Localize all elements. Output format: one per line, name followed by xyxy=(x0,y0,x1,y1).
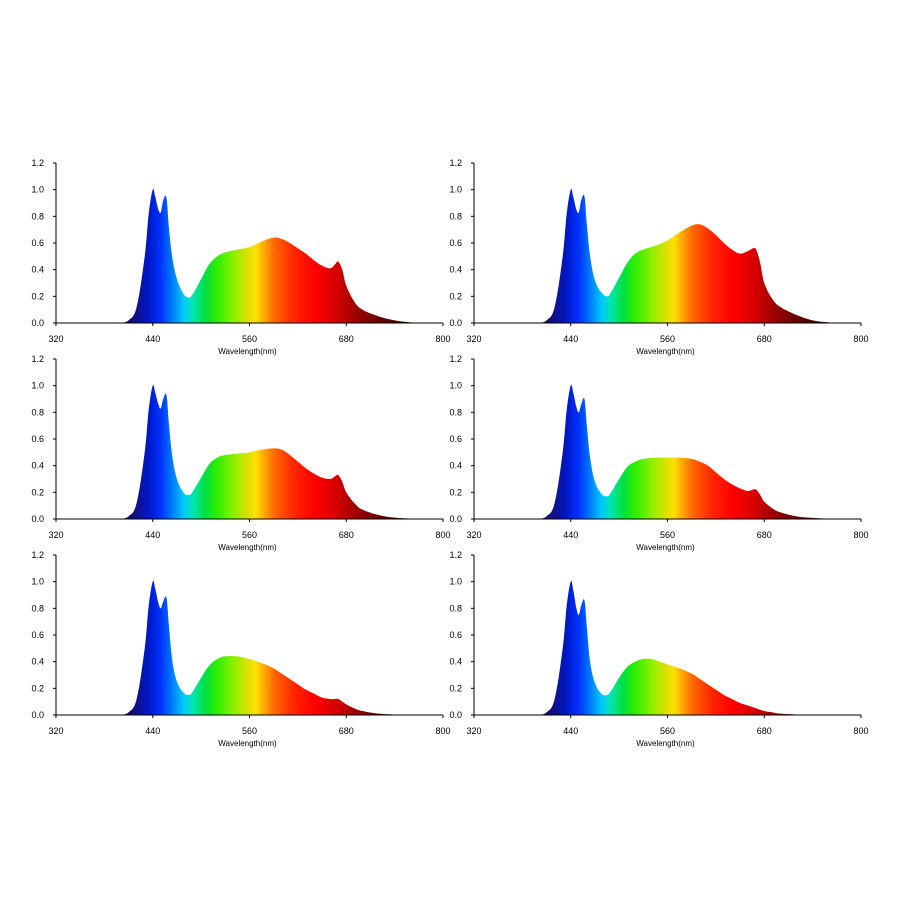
x-tick-label: 440 xyxy=(145,530,160,540)
x-tick-label: 680 xyxy=(339,334,354,344)
y-tick-label: 0.0 xyxy=(31,710,44,720)
y-tick-label: 0.8 xyxy=(31,407,44,417)
y-tick-label: 0.8 xyxy=(449,211,462,221)
x-tick-label: 680 xyxy=(757,726,772,736)
y-tick-label: 0.6 xyxy=(31,630,44,640)
x-tick-label: 800 xyxy=(853,726,868,736)
y-tick-label: 1.0 xyxy=(449,185,462,195)
y-tick-label: 0.4 xyxy=(31,461,44,471)
y-tick-label: 0.8 xyxy=(449,603,462,613)
y-tick-label: 1.0 xyxy=(449,577,462,587)
x-tick-label: 560 xyxy=(660,530,675,540)
y-tick-label: 0.4 xyxy=(31,657,44,667)
y-tick-label: 0.2 xyxy=(449,683,462,693)
y-tick-label: 0.4 xyxy=(449,461,462,471)
spectrum-area xyxy=(120,384,423,519)
x-tick-label: 560 xyxy=(242,530,257,540)
y-tick-label: 1.0 xyxy=(449,381,462,391)
y-tick-label: 0.6 xyxy=(31,434,44,444)
x-tick-label: 680 xyxy=(339,530,354,540)
spectrum-panel-3: 0.0 0.2 0.4 0.6 0.8 1.0 1.2 320 440 560 680 800 Wave… xyxy=(31,354,450,552)
x-tick-label: 560 xyxy=(242,334,257,344)
y-tick-label: 1.2 xyxy=(31,158,44,168)
x-tick-label: 680 xyxy=(757,334,772,344)
y-tick-label: 1.2 xyxy=(449,158,462,168)
y-tick-label: 0.6 xyxy=(31,238,44,248)
x-tick-label: 440 xyxy=(145,726,160,736)
x-tick-label: 560 xyxy=(660,334,675,344)
x-tick-label: 680 xyxy=(757,530,772,540)
spectrum-area xyxy=(538,580,829,715)
y-tick-label: 1.2 xyxy=(31,550,44,560)
x-axis-label: Wavelength(nm) xyxy=(218,739,277,748)
y-tick-label: 0.2 xyxy=(31,487,44,497)
y-tick-label: 0.2 xyxy=(31,683,44,693)
x-tick-label: 800 xyxy=(435,726,450,736)
x-tick-label: 440 xyxy=(563,726,578,736)
spectrum-area xyxy=(538,384,841,519)
y-tick-label: 0.6 xyxy=(449,434,462,444)
spectrum-panel-5: 0.0 0.2 0.4 0.6 0.8 1.0 1.2 320 440 560 680 800 Wave… xyxy=(31,550,450,748)
x-tick-label: 320 xyxy=(48,530,63,540)
x-tick-label: 680 xyxy=(339,726,354,736)
y-tick-label: 0.0 xyxy=(31,514,44,524)
y-tick-label: 0.4 xyxy=(449,657,462,667)
y-tick-label: 0.6 xyxy=(449,238,462,248)
y-tick-label: 0.0 xyxy=(449,514,462,524)
y-tick-label: 0.0 xyxy=(449,710,462,720)
spectrum-panel-2: 0.0 0.2 0.4 0.6 0.8 1.0 1.2 320 440 560 680 800 Wave… xyxy=(449,158,868,356)
y-tick-label: 0.8 xyxy=(31,603,44,613)
x-tick-label: 320 xyxy=(466,334,481,344)
x-axis-label: Wavelength(nm) xyxy=(218,543,277,552)
y-tick-label: 0.2 xyxy=(449,291,462,301)
y-tick-label: 0.0 xyxy=(449,318,462,328)
y-tick-label: 0.8 xyxy=(31,211,44,221)
x-tick-label: 560 xyxy=(660,726,675,736)
y-tick-label: 0.2 xyxy=(449,487,462,497)
x-tick-label: 440 xyxy=(563,334,578,344)
x-tick-label: 320 xyxy=(466,726,481,736)
x-tick-label: 320 xyxy=(48,726,63,736)
y-tick-label: 0.4 xyxy=(449,265,462,275)
y-tick-label: 0.6 xyxy=(449,630,462,640)
y-tick-label: 1.0 xyxy=(31,185,44,195)
x-tick-label: 320 xyxy=(466,530,481,540)
x-tick-label: 800 xyxy=(435,530,450,540)
y-tick-label: 0.0 xyxy=(31,318,44,328)
x-axis-label: Wavelength(nm) xyxy=(636,543,695,552)
y-tick-label: 1.0 xyxy=(31,577,44,587)
y-tick-label: 1.2 xyxy=(449,354,462,364)
x-axis-label: Wavelength(nm) xyxy=(218,347,277,356)
y-tick-label: 0.2 xyxy=(31,291,44,301)
spectrum-panel-6: 0.0 0.2 0.4 0.6 0.8 1.0 1.2 320 440 560 680 800 Wave… xyxy=(449,550,868,748)
spectrum-panel-4: 0.0 0.2 0.4 0.6 0.8 1.0 1.2 320 440 560 680 800 Wave… xyxy=(449,354,868,552)
spectrum-area xyxy=(120,188,427,323)
spectrum-panel-1: 0.0 0.2 0.4 0.6 0.8 1.0 1.2 320 440 560 680 800 Wave… xyxy=(31,158,450,356)
y-tick-label: 1.2 xyxy=(31,354,44,364)
x-tick-label: 320 xyxy=(48,334,63,344)
x-tick-label: 440 xyxy=(145,334,160,344)
y-tick-label: 1.2 xyxy=(449,550,462,560)
x-tick-label: 560 xyxy=(242,726,257,736)
y-tick-label: 1.0 xyxy=(31,381,44,391)
spectrum-area xyxy=(120,580,411,715)
spectrum-area xyxy=(538,188,845,323)
y-tick-label: 0.4 xyxy=(31,265,44,275)
y-tick-label: 0.8 xyxy=(449,407,462,417)
x-tick-label: 440 xyxy=(563,530,578,540)
x-axis-label: Wavelength(nm) xyxy=(636,347,695,356)
x-axis-label: Wavelength(nm) xyxy=(636,739,695,748)
x-tick-label: 800 xyxy=(853,530,868,540)
x-tick-label: 800 xyxy=(853,334,868,344)
x-tick-label: 800 xyxy=(435,334,450,344)
